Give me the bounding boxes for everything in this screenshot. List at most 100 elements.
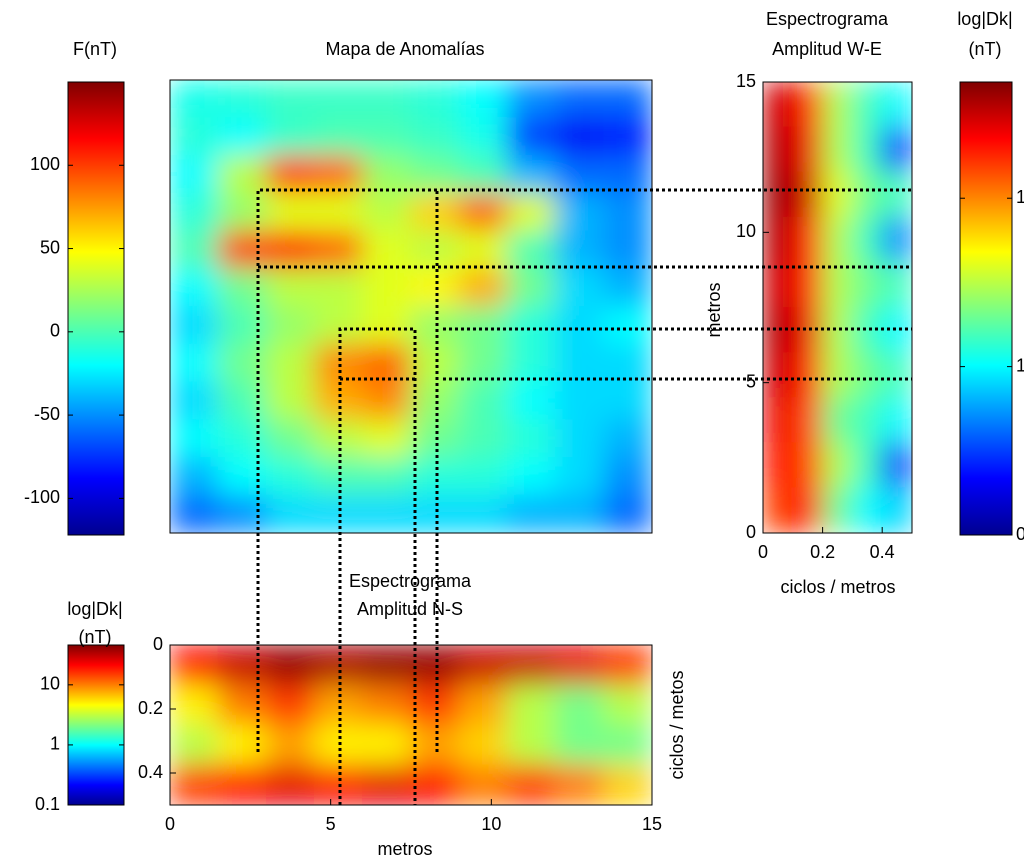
- cell: [763, 216, 794, 263]
- cell: [822, 352, 853, 399]
- cell: [265, 343, 316, 383]
- heatmap-cells: [763, 82, 912, 533]
- plot-frame: [762, 81, 913, 534]
- cell: [458, 117, 508, 156]
- cell: [555, 192, 605, 232]
- cell: [314, 306, 364, 345]
- cell: [170, 306, 219, 345]
- cell: [314, 230, 364, 270]
- cell: [362, 764, 412, 805]
- cell: [603, 684, 652, 726]
- cell: [410, 381, 460, 421]
- cell: [506, 381, 557, 421]
- heatmap-cells: [170, 80, 652, 533]
- colorbar-tick-label: 0: [50, 321, 60, 341]
- cell: [410, 155, 460, 194]
- cell: [265, 155, 316, 194]
- y-tick-label: 0.4: [138, 762, 163, 782]
- cell: [458, 381, 508, 421]
- cell: [506, 457, 557, 496]
- cell: [881, 261, 912, 308]
- y-axis-label: metros: [704, 282, 724, 337]
- cell: [603, 268, 652, 307]
- cell: [458, 80, 508, 119]
- cell: [506, 80, 557, 119]
- cell: [265, 457, 316, 496]
- cell: [555, 494, 605, 533]
- colorbar-title: log|Dk|: [67, 599, 122, 619]
- chart-title: Espectrograma: [766, 9, 889, 29]
- cell: [881, 171, 912, 218]
- cell: [763, 261, 794, 308]
- cell: [851, 82, 883, 128]
- cell: [851, 487, 883, 533]
- cell: [265, 684, 316, 726]
- y-tick-label: 15: [736, 71, 756, 91]
- x-tick-label: 5: [326, 814, 336, 834]
- cell: [506, 684, 557, 726]
- heatmap: [170, 645, 652, 805]
- colorbar-title: (nT): [969, 39, 1002, 59]
- cell: [506, 306, 557, 345]
- cell: [362, 381, 412, 421]
- colorbar-tick-label: -100: [24, 487, 60, 507]
- cell: [217, 764, 267, 805]
- cell: [265, 192, 316, 232]
- cell: [881, 352, 912, 399]
- cell: [822, 487, 853, 533]
- cell: [217, 80, 267, 119]
- cell: [763, 442, 794, 489]
- cell: [458, 684, 508, 726]
- cell: [555, 268, 605, 307]
- cell: [362, 419, 412, 458]
- cell: [763, 397, 794, 444]
- colorbar-title: F(nT): [73, 39, 117, 59]
- cell: [458, 764, 508, 805]
- cell: [792, 397, 824, 444]
- cell: [881, 126, 912, 173]
- cell: [792, 171, 824, 218]
- y-tick-label: 10: [736, 221, 756, 241]
- cell: [170, 192, 219, 232]
- colorbar-tick-label: 0.1: [1016, 524, 1024, 544]
- cell: [458, 230, 508, 270]
- cell: [362, 230, 412, 270]
- cell: [170, 419, 219, 458]
- cell: [603, 724, 652, 766]
- cell: [314, 155, 364, 194]
- cell: [603, 494, 652, 533]
- cell: [170, 684, 219, 726]
- cell: [881, 397, 912, 444]
- cell: [410, 419, 460, 458]
- cell: [822, 442, 853, 489]
- cell: [506, 494, 557, 533]
- cell: [603, 192, 652, 232]
- colorbar-title: log|Dk|: [957, 9, 1012, 29]
- cell: [410, 230, 460, 270]
- cell: [603, 80, 652, 119]
- cell: [763, 82, 794, 128]
- cell: [410, 684, 460, 726]
- cell: [792, 261, 824, 308]
- cell: [555, 343, 605, 383]
- cell: [170, 80, 219, 119]
- cell: [555, 117, 605, 156]
- chart-title: Mapa de Anomalías: [325, 39, 484, 59]
- cell: [763, 171, 794, 218]
- cell: [170, 494, 219, 533]
- cell: [506, 268, 557, 307]
- cell: [603, 343, 652, 383]
- x-axis-label: metros: [377, 839, 432, 859]
- cell: [217, 494, 267, 533]
- heatmap-cells: [170, 645, 652, 805]
- cell: [362, 494, 412, 533]
- cell: [851, 442, 883, 489]
- chart-title: Amplitud W-E: [772, 39, 882, 59]
- cell: [362, 343, 412, 383]
- x-tick-label: 0.2: [810, 542, 835, 562]
- cell: [170, 457, 219, 496]
- colorbar-tick-label: 0.1: [35, 794, 60, 814]
- cell: [881, 442, 912, 489]
- cell: [792, 216, 824, 263]
- cell: [506, 117, 557, 156]
